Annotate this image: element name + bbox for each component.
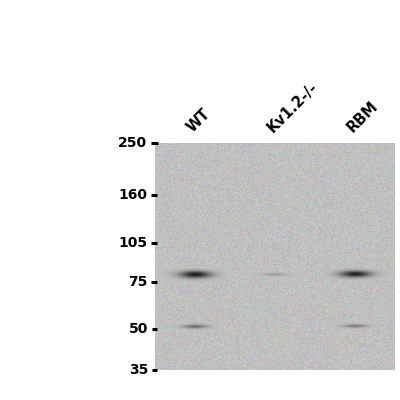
- Text: 50: 50: [129, 322, 148, 336]
- Text: Kv1.2-/-: Kv1.2-/-: [264, 79, 320, 135]
- Text: 250: 250: [118, 136, 147, 150]
- Bar: [155, 143, 395, 370]
- Text: 35: 35: [129, 363, 148, 377]
- Text: RBM: RBM: [344, 98, 381, 135]
- Text: 75: 75: [128, 275, 147, 289]
- Text: 105: 105: [118, 236, 147, 250]
- Text: 160: 160: [118, 188, 147, 202]
- Text: WT: WT: [184, 106, 214, 135]
